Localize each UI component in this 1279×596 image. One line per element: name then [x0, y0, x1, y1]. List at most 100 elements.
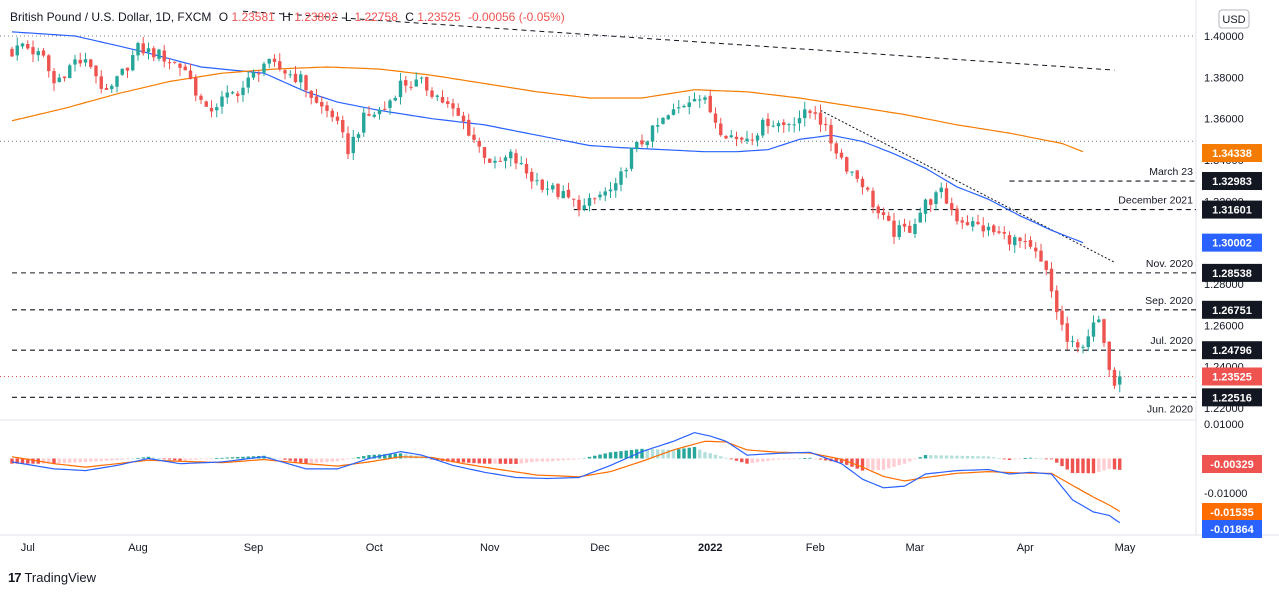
candle [839, 148, 844, 160]
candle-body [383, 108, 387, 110]
price-label-box [1202, 233, 1262, 252]
candle-body [845, 157, 849, 172]
candle-body [52, 71, 56, 84]
candle [498, 156, 502, 162]
time-tick-label: Feb [806, 542, 825, 554]
macd-histogram-bar [498, 458, 502, 464]
candle [755, 133, 760, 147]
price-label-box [1202, 520, 1262, 538]
candle-body [587, 197, 592, 206]
change-value: -0.00056 (-0.05%) [468, 10, 565, 24]
candle-body [887, 215, 891, 221]
legend-row: British Pound / U.S. Dollar, 1D, FXCM O … [10, 10, 565, 24]
candle [293, 65, 298, 84]
tradingview-logo[interactable]: 17 TradingView [8, 570, 96, 585]
candle [1091, 315, 1096, 342]
candle [818, 104, 823, 133]
candle-body [992, 225, 996, 233]
macd-histogram-bar [619, 451, 623, 459]
candle [89, 59, 93, 70]
candle-body [808, 110, 812, 113]
macd-histogram-bar [981, 456, 985, 459]
candle [1044, 260, 1048, 276]
candle [356, 131, 361, 142]
price-axis[interactable]: 1.400001.380001.360001.340001.320001.300… [1202, 31, 1262, 538]
candle-body [461, 115, 466, 122]
candle-body [566, 189, 571, 198]
macd-histogram-bar [314, 458, 319, 463]
currency-button[interactable] [1218, 9, 1250, 29]
macd-histogram-bar [908, 458, 912, 462]
macd-histogram-bar [278, 458, 282, 460]
candle [435, 94, 439, 101]
macd-histogram-bar [351, 458, 355, 459]
candle [178, 62, 182, 76]
time-axis[interactable]: Jul Aug Sep Oct Nov Dec 2022 Feb Mar Apr May [21, 542, 1136, 554]
candle-body [782, 122, 786, 126]
candle-body [813, 112, 817, 114]
price-tick-label: 1.28000 [1204, 279, 1244, 291]
candle-body [572, 198, 576, 200]
macd-histogram-bar [761, 458, 765, 462]
candle-body [94, 65, 98, 77]
candle [797, 110, 802, 132]
candle-body [965, 222, 970, 226]
candle-body [157, 49, 161, 59]
candle-body [388, 100, 392, 108]
candle [467, 113, 471, 137]
moving-average-50-line [11, 31, 1084, 244]
candle [309, 89, 313, 105]
macd-histogram-bar [62, 458, 67, 464]
candle [162, 44, 166, 68]
macd-histogram-bar [986, 456, 991, 459]
candle [535, 172, 539, 186]
candle [1018, 236, 1022, 248]
macd-histogram-bar [792, 458, 796, 460]
price-label-text: 1.22516 [1212, 392, 1252, 404]
macd-histogram-bar [267, 456, 271, 459]
candle-body [346, 133, 350, 155]
candle [944, 182, 949, 205]
level-label: Jun. 2020 [1147, 403, 1193, 415]
candle-body [309, 90, 313, 98]
candle [530, 168, 534, 190]
price-tick-label: 1.40000 [1204, 31, 1244, 43]
candle-body [682, 105, 686, 108]
macd-histogram-bar [73, 458, 77, 463]
macd-histogram-bar [10, 458, 14, 464]
candle [236, 90, 240, 103]
candle-body [83, 59, 88, 63]
candle [556, 183, 560, 200]
candle [362, 107, 366, 137]
candle [15, 37, 19, 61]
candle-body [167, 62, 172, 64]
candle [897, 220, 901, 240]
candle-body [209, 107, 214, 112]
macd-histogram-bar [503, 458, 508, 464]
candle-body [440, 96, 445, 103]
macd-histogram-bar [141, 457, 145, 459]
candle [986, 222, 991, 237]
macd-histogram-bar [666, 449, 670, 459]
candle-body [540, 179, 544, 190]
candle [713, 107, 718, 129]
candle-body [1049, 268, 1054, 292]
price-axis-label: 1.22516 [1202, 388, 1262, 407]
macd-histogram-bar [461, 458, 466, 463]
macd-histogram-bar [813, 458, 817, 460]
candle-body [556, 183, 560, 197]
candle [419, 76, 424, 84]
macd-histogram-bar [220, 457, 224, 459]
trendline [242, 10, 1115, 71]
price-label-box [1202, 300, 1262, 319]
macd-histogram-bar [1044, 458, 1048, 460]
macd-histogram-bar [650, 449, 655, 459]
candle-body [1060, 310, 1064, 325]
macd-histogram-bar [1023, 458, 1027, 459]
candle [451, 98, 455, 117]
macd-line [11, 431, 1121, 524]
candle [656, 118, 660, 133]
candle-body [367, 114, 371, 116]
candle-body [115, 76, 119, 87]
